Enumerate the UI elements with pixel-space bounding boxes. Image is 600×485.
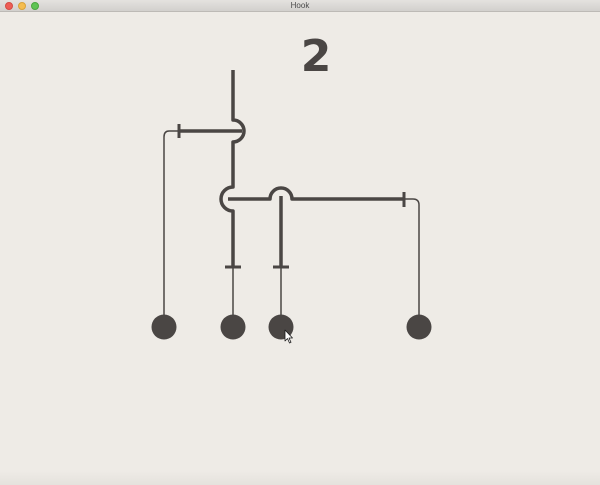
- bottom-edge: [0, 471, 600, 485]
- title-bar[interactable]: Hook: [0, 0, 600, 12]
- hook-button-2[interactable]: [220, 314, 246, 340]
- middle-line: [228, 186, 404, 201]
- wire-4: [404, 198, 420, 316]
- mouse-cursor-icon: [284, 329, 293, 344]
- level-number: 2: [300, 31, 332, 82]
- window-title: Hook: [290, 1, 310, 10]
- wire-1: [163, 130, 179, 316]
- close-window-button[interactable]: [5, 2, 13, 10]
- hook-button-4[interactable]: [406, 314, 432, 340]
- zoom-window-button[interactable]: [31, 2, 39, 10]
- minimize-window-button[interactable]: [18, 2, 26, 10]
- main-line: [219, 70, 246, 266]
- hook-button-1[interactable]: [151, 314, 177, 340]
